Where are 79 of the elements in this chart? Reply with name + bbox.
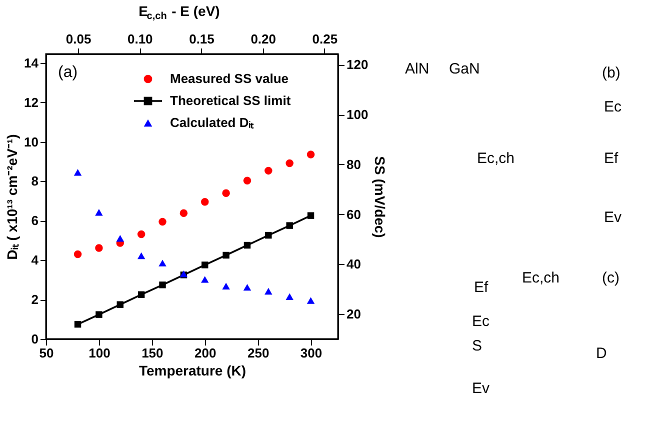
point [137,252,146,260]
x-tick-label: 300 [300,346,322,360]
point [244,242,251,249]
text: Ec [604,98,622,116]
y2-tick-label: 80 [346,156,361,172]
point [222,189,230,197]
point [264,166,272,175]
y-axis-title: Dᵢₜ ( x10¹³ cm⁻²eV⁻¹) [4,134,20,260]
point [158,260,166,266]
y-tick-label: 4 [31,252,40,268]
y-tick-label: 0 [31,332,38,346]
x-tick-label: 50 [39,346,54,360]
annotation: (a) [58,64,78,81]
y-tick-label: 10 [24,134,38,150]
text: Ev [472,380,490,397]
point [74,168,82,176]
x2-tick-label: 0.25 [312,32,338,46]
x-axis-title: Temperature (K) [138,362,246,378]
x-tick-label: 250 [247,346,270,360]
point [222,252,230,259]
legend-label: Theoretical SS limit [170,93,292,108]
point [286,293,294,300]
y2-tick-label: 100 [346,107,368,122]
text: GaN [449,60,480,78]
point [158,218,166,226]
point [159,282,166,288]
text: (b) [602,64,620,82]
point [306,150,315,158]
legend-label: Measured SS value [170,71,288,86]
y2-tick-label: 40 [346,256,361,272]
legend-label: Calculated Dᵢₜ [170,115,255,130]
point [95,209,103,216]
point [265,232,272,239]
point [200,198,209,206]
point [202,262,208,268]
point [138,291,145,298]
y-tick-label: 14 [24,55,40,70]
point [96,311,102,318]
point [243,284,252,291]
point [200,276,209,283]
y-tick-label: 2 [31,292,38,308]
y-tick-label: 12 [24,94,38,110]
x2-tick-label: 0.05 [66,32,92,46]
point [264,288,272,295]
y2-tick-label: 120 [346,57,368,72]
point [116,235,124,242]
text: Ec,ch [522,270,560,287]
point [137,230,146,238]
x2-tick-label: 0.20 [250,32,276,46]
point [243,176,252,185]
point [180,209,188,217]
text: Ev [604,208,622,226]
point [116,301,124,308]
point [74,250,82,258]
x2-tick-label: 0.15 [189,32,214,46]
point [307,212,314,219]
point [74,320,82,328]
text: (c) [602,270,620,287]
y-tick-label: 6 [31,213,38,228]
text: Ef [474,278,490,296]
point [306,297,315,304]
text: S [472,338,482,355]
x-tick-label: 200 [194,346,216,360]
text: Ec,ch [477,150,515,167]
text: Ef [604,150,620,167]
text: AlN [405,60,430,78]
point [222,282,230,290]
x-tick-label: 100 [88,346,110,360]
y2-axis-title: SS (mV/dec) [372,156,388,238]
point [286,222,293,229]
x-tick-label: 150 [142,346,164,360]
text: D [596,345,607,362]
point [286,159,294,168]
text: Ec [472,312,490,330]
x2-tick-label: 0.10 [127,32,153,46]
y-tick-label: 8 [31,174,38,189]
y2-tick-label: 60 [346,206,361,222]
point [95,244,103,252]
y2-tick-label: 20 [346,306,361,322]
